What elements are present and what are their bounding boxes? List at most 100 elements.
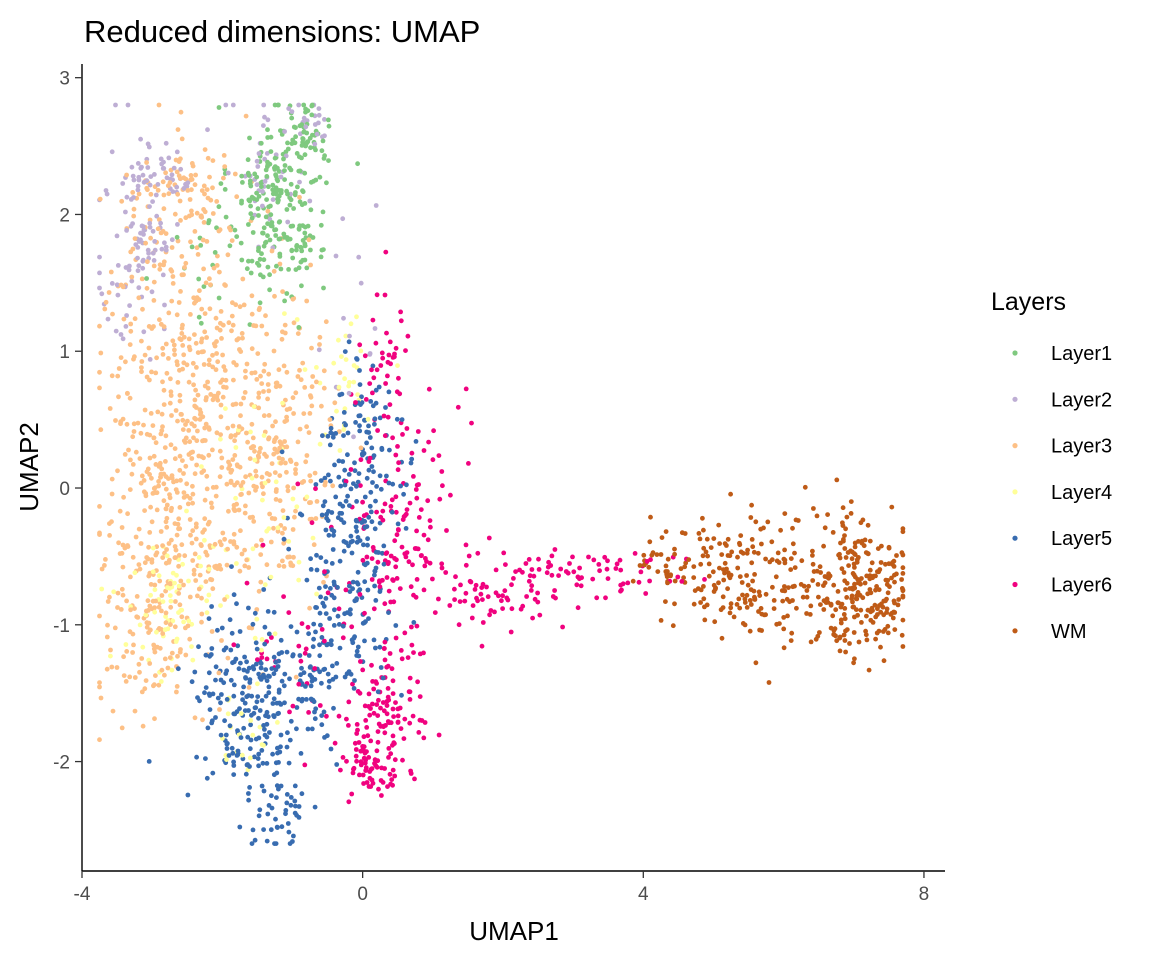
point-layer1 bbox=[239, 257, 245, 263]
point-wm bbox=[858, 520, 864, 526]
point-layer3 bbox=[178, 411, 184, 417]
point-layer3 bbox=[290, 563, 296, 569]
point-layer5 bbox=[228, 647, 234, 653]
point-layer2 bbox=[105, 316, 111, 322]
point-layer3 bbox=[201, 468, 207, 474]
point-layer6 bbox=[370, 545, 376, 550]
point-wm bbox=[835, 589, 841, 594]
point-layer6 bbox=[492, 609, 497, 615]
point-layer3 bbox=[242, 390, 248, 395]
point-layer3 bbox=[181, 490, 187, 495]
point-layer3 bbox=[273, 384, 279, 390]
point-wm bbox=[804, 588, 810, 593]
point-layer2 bbox=[145, 165, 151, 170]
point-layer3 bbox=[243, 375, 248, 380]
point-layer6 bbox=[529, 583, 535, 589]
point-layer4 bbox=[266, 526, 272, 532]
point-layer4 bbox=[198, 563, 204, 569]
point-layer6 bbox=[443, 570, 449, 575]
point-layer3 bbox=[128, 321, 134, 327]
point-layer1 bbox=[303, 143, 308, 149]
point-layer6 bbox=[385, 719, 391, 724]
point-layer5 bbox=[369, 519, 375, 525]
point-layer5 bbox=[359, 520, 365, 525]
point-layer3 bbox=[228, 480, 234, 485]
point-layer3 bbox=[191, 382, 197, 388]
point-layer3 bbox=[226, 508, 231, 514]
point-layer1 bbox=[288, 223, 294, 229]
point-layer5 bbox=[328, 478, 333, 484]
point-layer5 bbox=[369, 464, 375, 469]
point-layer6 bbox=[493, 567, 499, 573]
point-layer3 bbox=[321, 385, 327, 391]
point-layer2 bbox=[296, 102, 302, 108]
point-layer5 bbox=[387, 447, 392, 453]
point-layer5 bbox=[250, 827, 256, 833]
point-layer5 bbox=[273, 841, 279, 846]
point-layer1 bbox=[318, 222, 324, 228]
point-layer6 bbox=[577, 576, 582, 582]
legend-label: Layer1 bbox=[1051, 343, 1112, 365]
point-layer5 bbox=[386, 389, 392, 395]
point-layer3 bbox=[112, 625, 118, 631]
point-layer3 bbox=[220, 394, 226, 400]
point-layer6 bbox=[371, 375, 377, 381]
point-layer3 bbox=[259, 323, 265, 329]
point-layer5 bbox=[345, 452, 350, 458]
point-layer1 bbox=[246, 222, 251, 227]
point-layer3 bbox=[201, 266, 207, 272]
point-layer6 bbox=[361, 734, 367, 740]
point-layer4 bbox=[199, 464, 204, 469]
point-wm bbox=[697, 536, 703, 542]
point-layer5 bbox=[338, 483, 344, 489]
point-layer6 bbox=[371, 686, 377, 692]
point-layer5 bbox=[360, 452, 365, 458]
point-layer1 bbox=[256, 245, 261, 251]
point-layer3 bbox=[249, 421, 255, 427]
point-wm bbox=[745, 582, 751, 588]
point-layer6 bbox=[384, 330, 389, 336]
point-layer3 bbox=[188, 532, 193, 538]
point-layer6 bbox=[392, 538, 398, 544]
point-layer5 bbox=[252, 837, 258, 843]
point-layer3 bbox=[217, 474, 223, 480]
point-layer6 bbox=[400, 432, 405, 437]
point-layer6 bbox=[425, 537, 431, 543]
point-wm bbox=[735, 554, 740, 560]
point-wm bbox=[753, 660, 759, 666]
point-layer3 bbox=[233, 401, 239, 407]
point-layer1 bbox=[265, 164, 270, 170]
point-layer3 bbox=[169, 473, 175, 478]
point-layer6 bbox=[391, 714, 396, 719]
point-layer3 bbox=[202, 425, 208, 431]
point-wm bbox=[711, 582, 717, 588]
point-layer5 bbox=[325, 671, 331, 677]
point-wm bbox=[691, 601, 697, 607]
point-layer3 bbox=[156, 682, 162, 688]
point-layer5 bbox=[270, 751, 275, 757]
point-layer3 bbox=[181, 272, 186, 278]
point-wm bbox=[670, 623, 676, 629]
point-layer3 bbox=[185, 188, 191, 193]
point-layer3 bbox=[185, 501, 191, 507]
point-layer1 bbox=[257, 256, 263, 262]
point-layer5 bbox=[309, 678, 315, 684]
point-layer5 bbox=[381, 561, 387, 567]
point-layer3 bbox=[280, 289, 285, 294]
point-layer6 bbox=[380, 508, 386, 514]
point-layer4 bbox=[296, 559, 302, 565]
point-wm bbox=[686, 557, 692, 562]
point-layer6 bbox=[390, 767, 396, 773]
point-layer1 bbox=[285, 140, 290, 146]
point-layer3 bbox=[200, 717, 205, 723]
point-layer4 bbox=[272, 631, 278, 637]
point-layer6 bbox=[400, 757, 405, 763]
point-layer5 bbox=[207, 707, 213, 712]
point-layer5 bbox=[321, 709, 327, 715]
point-layer5 bbox=[373, 498, 378, 504]
point-layer3 bbox=[174, 312, 180, 318]
point-layer6 bbox=[453, 574, 458, 580]
point-layer5 bbox=[206, 616, 212, 621]
point-layer6 bbox=[369, 577, 375, 582]
point-layer5 bbox=[293, 803, 298, 809]
